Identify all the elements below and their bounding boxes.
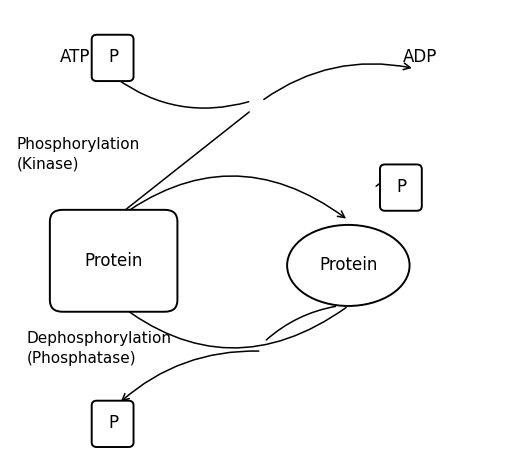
- FancyBboxPatch shape: [50, 210, 177, 312]
- Text: Protein: Protein: [85, 252, 143, 270]
- Text: P: P: [109, 414, 119, 432]
- FancyBboxPatch shape: [380, 164, 422, 211]
- Text: Phosphorylation
(Kinase): Phosphorylation (Kinase): [17, 137, 140, 171]
- Text: Protein: Protein: [319, 256, 378, 274]
- Text: Dephosphorylation
(Phosphatase): Dephosphorylation (Phosphatase): [27, 331, 172, 366]
- Ellipse shape: [287, 225, 409, 306]
- Text: P: P: [109, 48, 119, 66]
- FancyBboxPatch shape: [92, 401, 133, 447]
- Text: ADP: ADP: [403, 48, 437, 66]
- Text: ATP: ATP: [60, 48, 91, 66]
- Text: P: P: [397, 178, 407, 196]
- FancyBboxPatch shape: [92, 35, 133, 81]
